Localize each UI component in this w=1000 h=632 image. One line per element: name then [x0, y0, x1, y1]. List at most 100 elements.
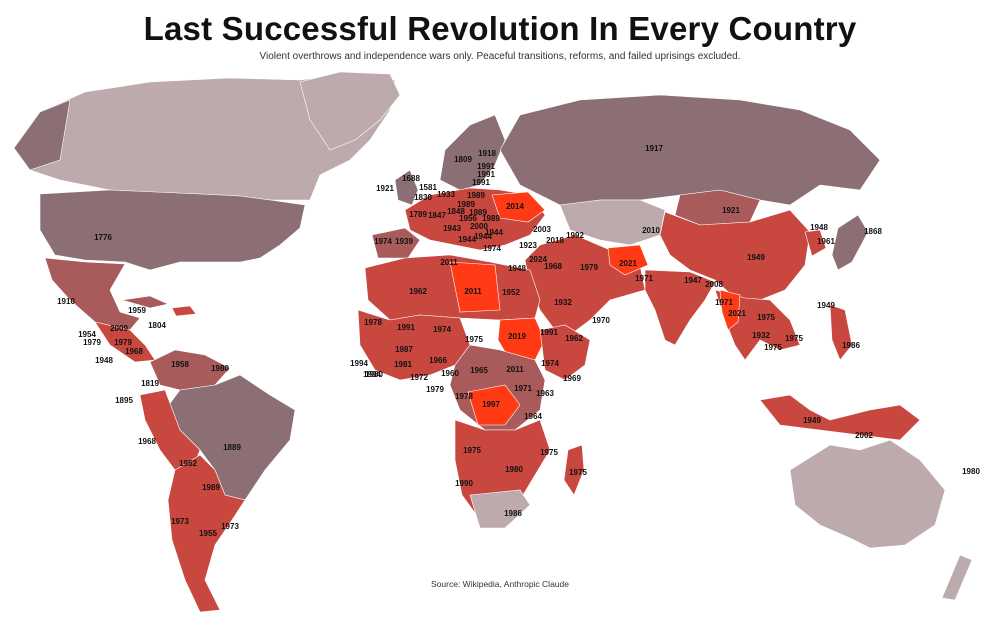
- year-label-cameroon: 1960: [441, 369, 459, 378]
- year-label-southkorea: 1961: [817, 237, 835, 246]
- year-label-japan: 1868: [864, 227, 882, 236]
- region-madagascar: [563, 444, 585, 496]
- year-label-kenya: 1963: [536, 389, 554, 398]
- year-label-montenegro: 1944: [458, 235, 476, 244]
- year-label-bolivia: 1952: [179, 459, 197, 468]
- year-label-costarica: 1948: [95, 356, 113, 365]
- year-label-cambodia: 1975: [764, 343, 782, 352]
- region-australia: [789, 439, 946, 549]
- year-label-syria: 2024: [529, 255, 547, 264]
- year-label-portugal: 1974: [374, 237, 392, 246]
- year-label-nicaragua: 1979: [114, 338, 132, 347]
- year-label-belgium: 1830: [414, 193, 432, 202]
- year-label-serbia: 2000: [470, 222, 488, 231]
- region-north-south-america: [149, 349, 231, 391]
- region-china: [659, 209, 811, 301]
- region-philippines: [829, 304, 853, 361]
- year-label-car: 1965: [470, 366, 488, 375]
- year-label-guatemala: 1954: [78, 330, 96, 339]
- year-label-estonia: 1991: [477, 162, 495, 171]
- year-label-easttimor: 2002: [855, 431, 873, 440]
- year-label-iran: 1979: [580, 263, 598, 272]
- region-southern-cone: [167, 454, 246, 613]
- year-label-vietnam: 1975: [785, 334, 803, 343]
- region-cuba: [121, 295, 169, 309]
- year-label-colombia: 1819: [141, 379, 159, 388]
- year-label-argentina: 1955: [199, 529, 217, 538]
- map-title: Last Successful Revolution In Every Coun…: [143, 10, 857, 47]
- region-drc: [467, 384, 521, 426]
- year-label-ecuador: 1895: [115, 396, 133, 405]
- year-label-togo: 1972: [410, 373, 428, 382]
- year-label-india: 1947: [684, 276, 702, 285]
- year-label-laos: 1975: [757, 313, 775, 322]
- year-label-egypt: 1952: [502, 288, 520, 297]
- year-label-ireland: 1921: [376, 184, 394, 193]
- year-label-peru: 1968: [138, 437, 156, 446]
- region-new-zealand: [941, 554, 973, 601]
- year-label-azerbaijan: 1992: [566, 231, 584, 240]
- year-label-germany: 1933: [437, 190, 455, 199]
- year-label-eritrea: 1991: [540, 328, 558, 337]
- year-label-spain: 1939: [395, 237, 413, 246]
- map-subtitle: Violent overthrows and independence wars…: [259, 51, 741, 62]
- year-label-paraguay: 1989: [202, 483, 220, 492]
- year-label-zimbabwe: 1980: [505, 465, 523, 474]
- year-label-mauritania: 1978: [364, 318, 382, 327]
- region-greenland: [299, 71, 401, 151]
- year-label-myanmar: 2021: [728, 309, 746, 318]
- region-horn: [539, 324, 591, 381]
- year-label-russia: 1917: [645, 144, 663, 153]
- year-label-pakistan: 1971: [635, 274, 653, 283]
- year-label-congo: 1978: [455, 392, 473, 401]
- year-label-bulgaria: 1944: [485, 228, 503, 237]
- year-label-cuba: 1959: [128, 306, 146, 315]
- year-label-china: 1949: [747, 253, 765, 262]
- year-label-saudi: 1932: [554, 298, 572, 307]
- year-label-switzerland: 1847: [428, 211, 446, 220]
- year-label-latvia: 1991: [477, 170, 495, 179]
- year-label-gambia: 1994: [350, 359, 368, 368]
- year-label-ethiopia: 1974: [541, 359, 559, 368]
- year-label-israel: 1948: [508, 264, 526, 273]
- land-layer: [13, 71, 973, 613]
- year-label-armenia: 2018: [546, 236, 564, 245]
- year-label-elsalvador: 1979: [83, 338, 101, 347]
- year-label-uruguay: 1973: [221, 522, 239, 531]
- year-label-guyana: 1980: [211, 364, 229, 373]
- region-south-africa: [469, 489, 531, 529]
- year-label-philippines: 1986: [842, 341, 860, 350]
- region-japan: [831, 214, 869, 271]
- year-label-bangladesh: 1971: [715, 298, 733, 307]
- year-label-haiti: 1804: [148, 321, 166, 330]
- region-mexico: [44, 257, 141, 331]
- year-label-libya: 2011: [464, 287, 482, 296]
- year-label-greece: 1974: [483, 244, 501, 253]
- year-label-brazil: 1889: [223, 443, 241, 452]
- year-label-netherlands: 1581: [419, 183, 437, 192]
- region-ukraine: [491, 191, 546, 223]
- year-label-thailand: 1932: [752, 331, 770, 340]
- year-label-taiwan: 1949: [817, 301, 835, 310]
- year-label-somalia: 1969: [563, 374, 581, 383]
- year-label-czech: 1989: [457, 200, 475, 209]
- year-label-afghanistan: 2021: [619, 259, 637, 268]
- year-label-djibouti: 1962: [565, 334, 583, 343]
- year-label-honduras: 2009: [110, 324, 128, 333]
- year-label-france: 1789: [409, 210, 427, 219]
- year-label-eqguinea: 1979: [426, 385, 444, 394]
- year-label-iraq: 1968: [544, 262, 562, 271]
- year-label-nigeria: 1966: [429, 356, 447, 365]
- year-label-uganda: 1971: [514, 384, 532, 393]
- region-korea: [804, 229, 827, 257]
- year-label-sweden: 1809: [454, 155, 472, 164]
- year-label-namibia: 1990: [455, 479, 473, 488]
- year-label-uk: 1688: [402, 174, 420, 183]
- region-indonesia: [759, 394, 921, 441]
- year-label-angola: 1975: [463, 446, 481, 455]
- year-label-tunisia: 2011: [440, 258, 458, 267]
- year-label-liberia: 1980: [365, 370, 383, 379]
- region-russia: [499, 94, 881, 206]
- year-label-venezuela: 1958: [171, 360, 189, 369]
